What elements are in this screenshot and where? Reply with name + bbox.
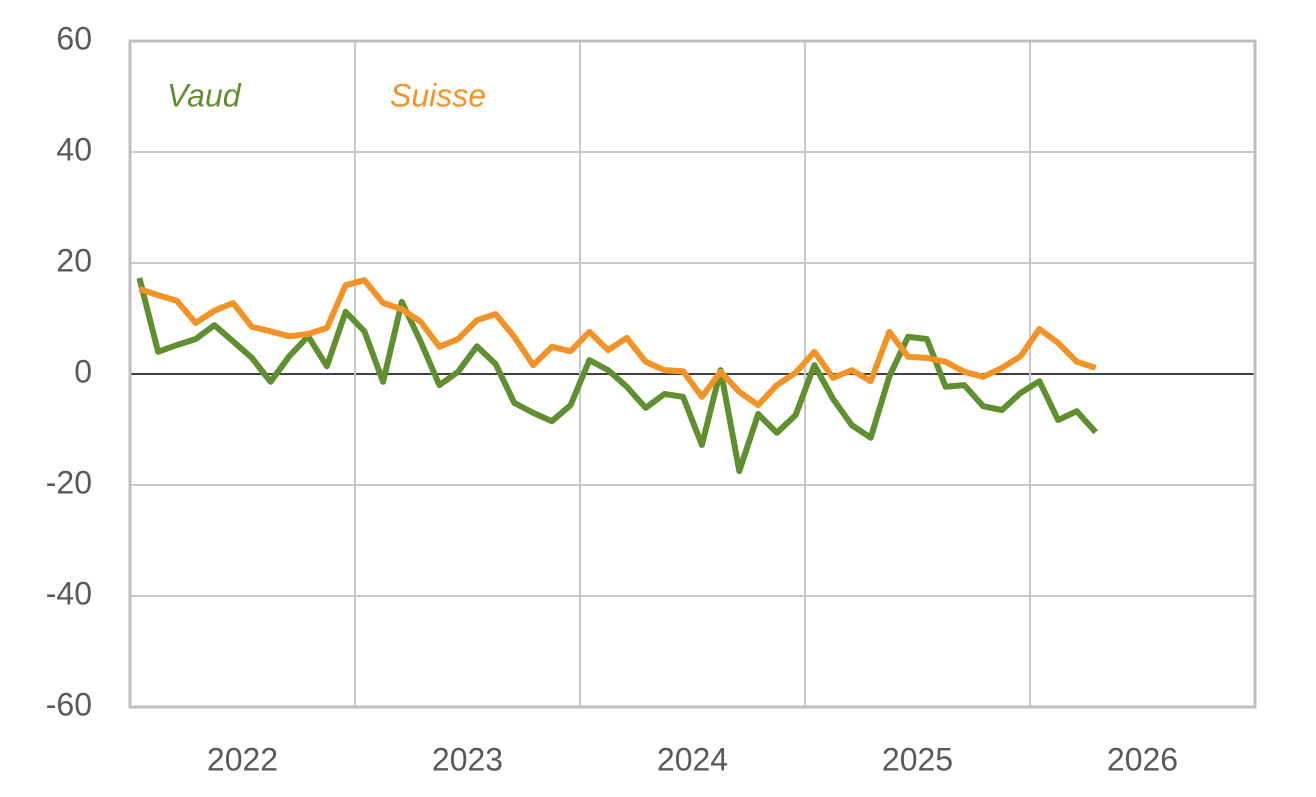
y-tick-label: 40 (56, 131, 92, 167)
y-tick-label: -60 (46, 686, 92, 722)
y-tick-label: -40 (46, 575, 92, 611)
y-tick-label: 60 (56, 20, 92, 56)
x-tick-label: 2023 (432, 741, 503, 777)
plot-border (128, 39, 1257, 709)
x-tick-label: 2025 (882, 741, 953, 777)
x-tick-label: 2022 (207, 741, 278, 777)
y-tick-label: 0 (74, 353, 92, 389)
series-label: Vaud (167, 77, 242, 113)
y-tick-label: -20 (46, 464, 92, 500)
y-tick-label: 20 (56, 242, 92, 278)
series-label: Suisse (390, 77, 486, 113)
series-line (138, 277, 1097, 409)
x-tick-label: 2024 (657, 741, 728, 777)
x-tick-label: 2026 (1107, 741, 1178, 777)
